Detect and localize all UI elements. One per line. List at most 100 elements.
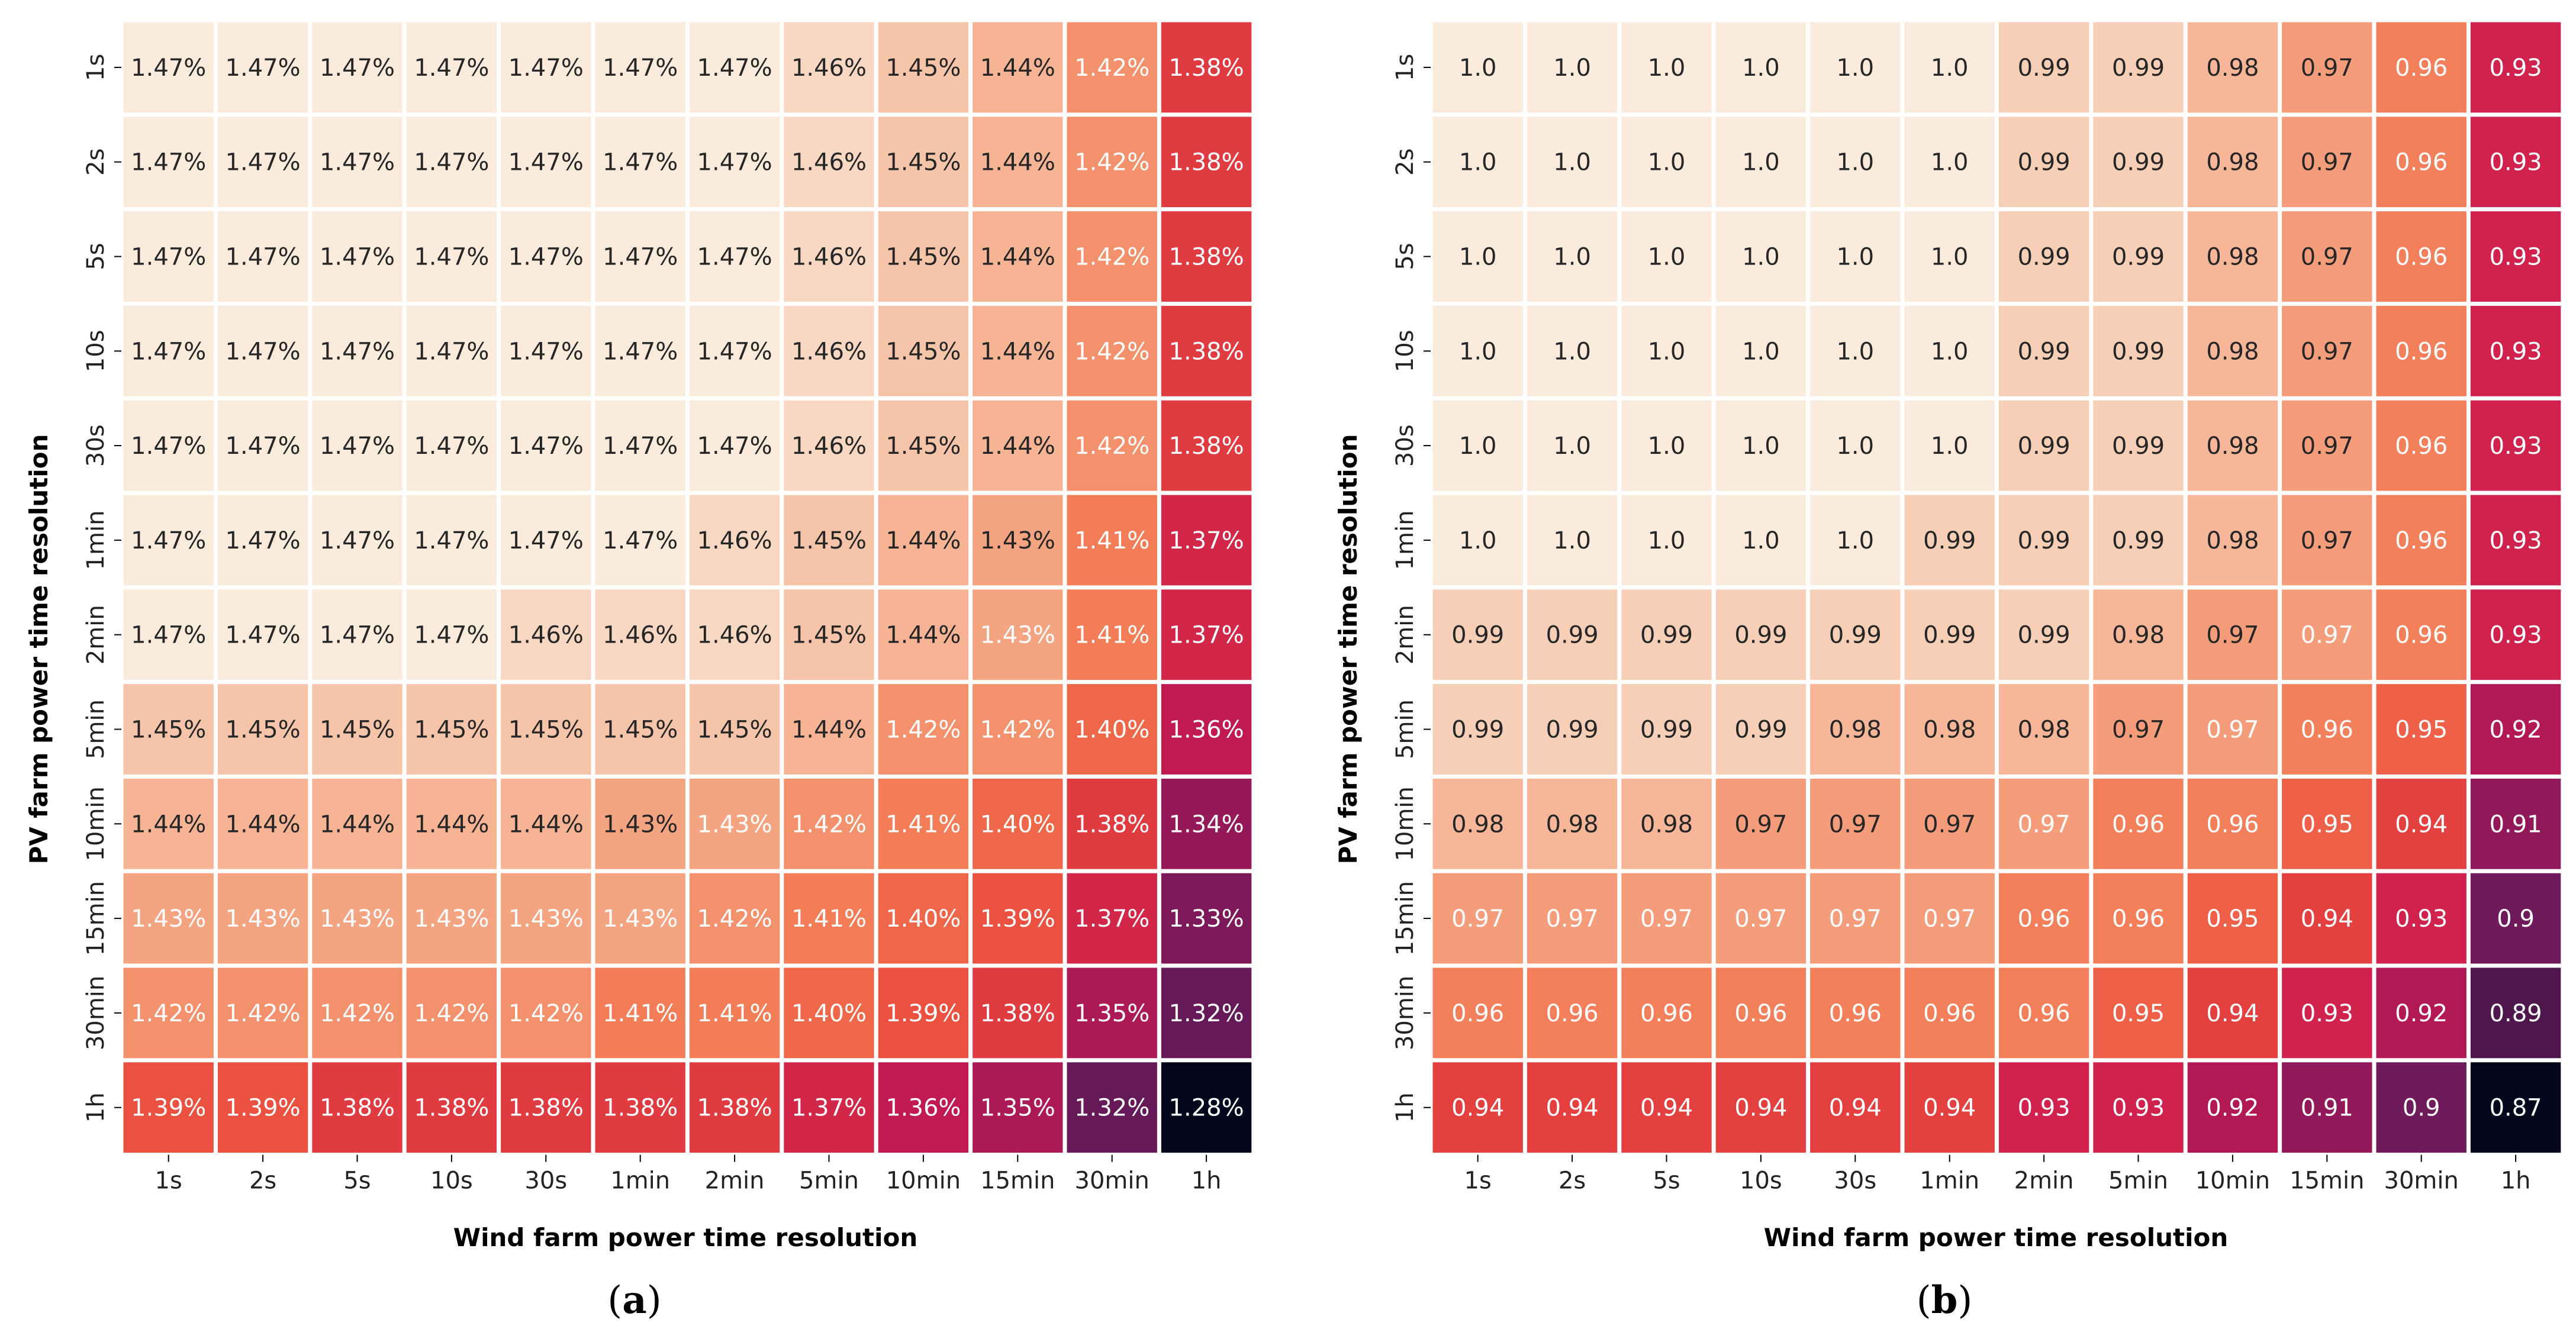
heatmap-cell-label: 1.47% <box>697 433 772 460</box>
heatmap-cell <box>2470 967 2561 1059</box>
heatmap-cell <box>1904 873 1995 964</box>
heatmap-cell <box>217 1062 308 1153</box>
heatmap-cell-label: 1.38% <box>1169 338 1244 365</box>
heatmap-panel-a: 1.47% 1.47% 1.47% 1.47% 1.47% 1.47% 1.47% 1.46%… <box>24 22 1252 1322</box>
y-tick-label: 2s <box>82 149 110 176</box>
heatmap-cell <box>1067 778 1157 869</box>
heatmap-cell <box>1715 400 1807 491</box>
heatmap-cell <box>973 400 1063 491</box>
heatmap-cell <box>784 305 874 396</box>
heatmap-cell-label: 0.96 <box>1451 1000 1504 1027</box>
heatmap-cell-label: 1.47% <box>508 149 584 176</box>
heatmap-cell-label: 0.98 <box>2206 149 2259 176</box>
caption-close-paren-b: ) <box>1957 1279 1972 1322</box>
heatmap-cell <box>1998 400 2089 491</box>
heatmap-cell <box>1067 211 1157 302</box>
y-tick-label: 5s <box>82 243 110 270</box>
heatmap-cell-label: 1.0 <box>1459 433 1497 460</box>
heatmap-cell <box>1161 22 1252 113</box>
heatmap-cell <box>312 778 402 869</box>
heatmap-cell-label: 1.38% <box>320 1095 395 1122</box>
heatmap-cell <box>217 778 308 869</box>
heatmap-cell <box>1432 778 1523 869</box>
heatmap-cell-label: 1.42% <box>1074 244 1149 271</box>
heatmap-cell <box>784 589 874 680</box>
heatmap-cell <box>1621 305 1712 396</box>
heatmap-cell-label: 1.0 <box>1836 527 1874 554</box>
heatmap-cell <box>973 495 1063 586</box>
heatmap-cell <box>501 117 591 208</box>
heatmap-cell-label: 0.95 <box>2112 1000 2165 1027</box>
heatmap-cell <box>878 873 969 964</box>
x-tick-label: 2min <box>705 1167 765 1195</box>
heatmap-cell-label: 1.0 <box>1553 244 1591 271</box>
heatmap-cell-label: 1.0 <box>1931 433 1969 460</box>
heatmap-cell <box>2093 873 2184 964</box>
heatmap-cell <box>1998 211 2089 302</box>
heatmap-cell-label: 1.47% <box>414 527 489 554</box>
heatmap-cell <box>1067 305 1157 396</box>
heatmap-cell-label: 0.99 <box>2018 527 2071 554</box>
heatmap-cell <box>1904 778 1995 869</box>
heatmap-cell <box>1432 967 1523 1059</box>
heatmap-cell-label: 1.0 <box>1931 54 1969 82</box>
heatmap-cell-label: 0.94 <box>1923 1095 1976 1122</box>
heatmap-cell <box>2093 400 2184 491</box>
heatmap-cell-label: 1.42% <box>1074 149 1149 176</box>
heatmap-cell-label: 0.87 <box>2490 1095 2542 1122</box>
heatmap-cell <box>1810 873 1901 964</box>
heatmap-cell <box>406 495 497 586</box>
x-tick-label: 1h <box>1192 1167 1222 1195</box>
heatmap-cell <box>1621 1062 1712 1153</box>
heatmap-cell-label: 1.46% <box>791 54 867 82</box>
heatmap-cell-label: 1.46% <box>697 527 772 554</box>
heatmap-cell-label: 1.47% <box>320 54 395 82</box>
heatmap-cell <box>1810 495 1901 586</box>
heatmap-cell <box>1715 873 1807 964</box>
heatmap-cell <box>1904 589 1995 680</box>
heatmap-cell-label: 0.99 <box>1451 717 1504 744</box>
heatmap-cell-label: 0.94 <box>1451 1095 1504 1122</box>
heatmap-cell-label: 0.98 <box>2206 54 2259 82</box>
heatmap-cell <box>878 684 969 775</box>
heatmap-cell-label: 1.0 <box>1742 244 1780 271</box>
heatmap-cell <box>784 117 874 208</box>
heatmap-cell-label: 1.0 <box>1931 149 1969 176</box>
heatmap-cell-label: 1.45% <box>697 717 772 744</box>
heatmap-cell <box>2093 589 2184 680</box>
heatmap-cell <box>501 22 591 113</box>
heatmap-cell <box>217 589 308 680</box>
heatmap-cell <box>1527 117 1618 208</box>
heatmap-cell-label: 1.0 <box>1553 527 1591 554</box>
heatmap-panel-b: 1.0 1.0 1.0 1.0 1.0 1.0 0.99 0.99 0.98 0.97 0.96 0.… <box>1334 22 2561 1322</box>
heatmap-cell <box>312 400 402 491</box>
heatmap-cell-label: 1.44% <box>980 149 1055 176</box>
heatmap-cell <box>217 305 308 396</box>
heatmap-cell <box>784 967 874 1059</box>
heatmap-cell <box>312 117 402 208</box>
heatmap-cell-label: 0.96 <box>2018 905 2071 933</box>
heatmap-cells-a: 1.47% 1.47% 1.47% 1.47% 1.47% 1.47% 1.47% 1.46%… <box>123 22 1252 1153</box>
heatmap-cell-label: 1.47% <box>603 527 678 554</box>
heatmap-cell-label: 0.99 <box>2018 149 2071 176</box>
heatmap-cell <box>123 873 214 964</box>
heatmap-cell <box>1527 211 1618 302</box>
heatmap-cell-label: 1.47% <box>131 527 206 554</box>
heatmap-cell-label: 1.46% <box>508 622 584 649</box>
heatmap-cell-label: 0.99 <box>1734 622 1787 649</box>
heatmap-cell <box>1998 22 2089 113</box>
heatmap-cell-label: 1.47% <box>414 54 489 82</box>
heatmap-cell-label: 0.97 <box>1923 905 1976 933</box>
heatmap-cell-label: 1.42% <box>697 905 772 933</box>
heatmap-cell-label: 1.46% <box>791 149 867 176</box>
heatmap-cell <box>878 22 969 113</box>
heatmap-cell <box>1621 22 1712 113</box>
heatmap-cell <box>2093 117 2184 208</box>
heatmap-cell <box>406 211 497 302</box>
heatmap-cell <box>1810 211 1901 302</box>
heatmap-cell-label: 0.93 <box>2490 244 2542 271</box>
heatmap-cell-label: 0.93 <box>2490 527 2542 554</box>
heatmap-cell-label: 1.45% <box>603 717 678 744</box>
heatmap-cell-label: 1.46% <box>791 244 867 271</box>
heatmap-cell <box>1527 589 1618 680</box>
